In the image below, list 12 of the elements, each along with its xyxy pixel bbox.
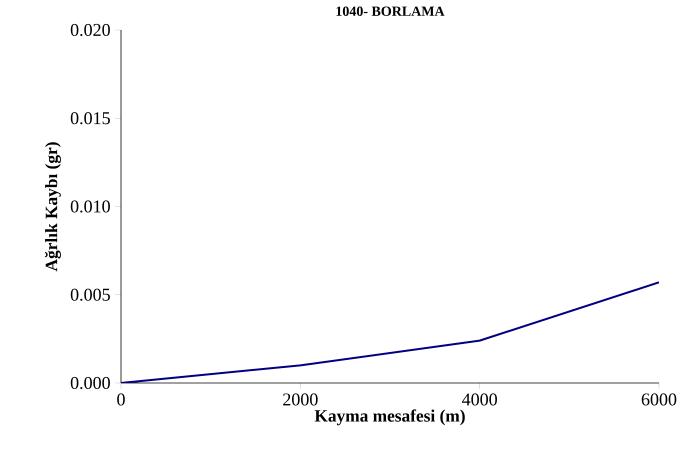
chart-title: 1040- BORLAMA [336, 6, 444, 16]
x-tick-label: 0 [117, 393, 125, 406]
y-tick-label: 0.005 [70, 288, 110, 301]
y-tick-label: 0.010 [70, 200, 110, 213]
x-tick-label: 6000 [642, 393, 676, 406]
y-axis-title: Ağrlık Kaybı (gr) [44, 142, 61, 272]
y-tick-label: 0.000 [70, 376, 110, 390]
x-tick-label: 4000 [462, 393, 497, 406]
x-axis-title: Kayma mesafesi (m) [314, 409, 465, 426]
y-tick-label: 0.015 [70, 112, 110, 124]
y-tick-label: 0.020 [70, 24, 110, 36]
x-tick-label: 2000 [283, 393, 318, 406]
